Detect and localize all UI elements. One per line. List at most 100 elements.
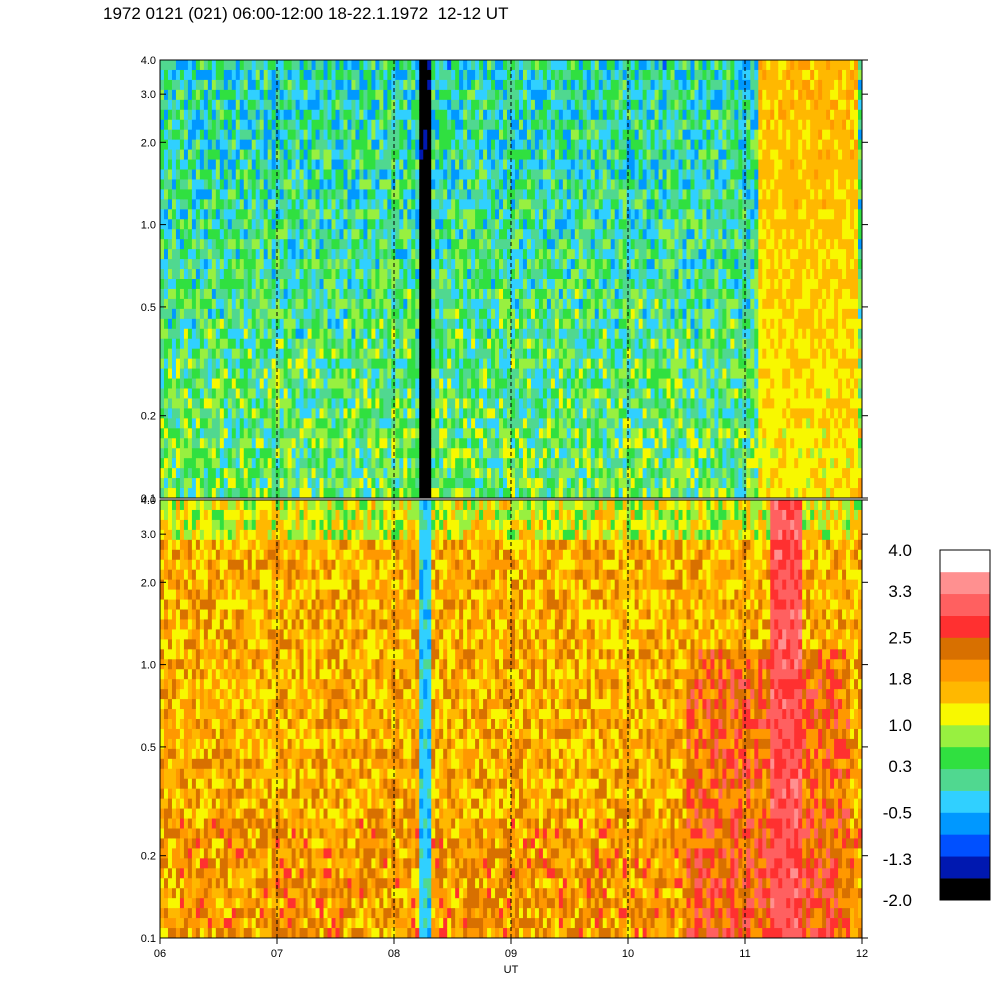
heatmap-cell xyxy=(570,279,576,290)
heatmap-cell xyxy=(167,89,173,101)
heatmap-cell xyxy=(582,109,588,121)
heatmap-cell xyxy=(347,468,352,479)
heatmap-cell xyxy=(291,328,297,340)
heatmap-cell xyxy=(355,149,360,161)
heatmap-cell xyxy=(339,269,344,280)
heatmap-cell xyxy=(199,388,205,399)
heatmap-cell xyxy=(343,338,348,350)
heatmap-cell xyxy=(303,338,309,350)
heatmap-cell xyxy=(534,69,540,81)
heatmap-cell xyxy=(479,308,484,320)
heatmap-cell xyxy=(179,279,185,290)
heatmap-cell xyxy=(295,79,301,91)
heatmap-cell xyxy=(562,298,568,310)
heatmap-cell xyxy=(335,308,340,320)
heatmap-cell xyxy=(187,378,193,389)
heatmap-cell xyxy=(291,288,297,300)
heatmap-cell xyxy=(411,259,416,270)
heatmap-cell xyxy=(471,488,476,499)
heatmap-cell xyxy=(351,219,356,230)
heatmap-cell xyxy=(538,189,544,200)
heatmap-cell xyxy=(451,298,456,310)
heatmap-cell xyxy=(554,159,560,170)
heatmap-cell xyxy=(550,368,556,380)
heatmap-cell xyxy=(203,119,209,131)
heatmap-cell xyxy=(590,249,596,260)
heatmap-cell xyxy=(435,418,440,429)
heatmap-cell xyxy=(387,169,392,180)
heatmap-cell xyxy=(606,328,612,340)
heatmap-cell xyxy=(538,468,544,479)
heatmap-cell xyxy=(522,478,528,489)
heatmap-cell xyxy=(215,488,221,499)
heatmap-cell xyxy=(299,109,305,121)
heatmap-cell xyxy=(542,189,548,200)
heatmap-cell xyxy=(582,239,588,250)
heatmap-cell xyxy=(530,488,536,499)
heatmap-cell xyxy=(355,259,360,270)
heatmap-cell xyxy=(419,428,424,439)
heatmap-cell xyxy=(375,298,380,310)
heatmap-cell xyxy=(511,159,516,170)
heatmap-cell xyxy=(435,318,440,330)
heatmap-cell xyxy=(199,328,205,340)
heatmap-cell xyxy=(335,159,340,170)
heatmap-cell xyxy=(223,438,229,449)
heatmap-cell xyxy=(167,129,173,141)
heatmap-cell xyxy=(355,139,360,151)
heatmap-cell xyxy=(487,308,492,320)
heatmap-cell xyxy=(590,259,596,270)
heatmap-cell xyxy=(423,149,428,161)
heatmap-cell xyxy=(271,269,277,280)
heatmap-cell xyxy=(179,298,185,310)
heatmap-cell xyxy=(191,179,197,190)
heatmap-cell xyxy=(463,398,468,409)
heatmap-cell xyxy=(427,259,432,270)
heatmap-cell xyxy=(427,60,432,71)
heatmap-cell xyxy=(359,378,364,389)
heatmap-cell xyxy=(459,378,464,389)
heatmap-cell xyxy=(307,438,313,449)
heatmap-cell xyxy=(255,398,261,409)
heatmap-cell xyxy=(175,478,181,489)
heatmap-cell xyxy=(387,109,392,121)
heatmap-cell xyxy=(295,159,301,170)
heatmap-cell xyxy=(574,259,580,270)
heatmap-cell xyxy=(495,209,500,220)
heatmap-cell xyxy=(231,139,237,151)
heatmap-cell xyxy=(327,259,333,270)
heatmap-cell xyxy=(423,79,428,91)
heatmap-cell xyxy=(598,219,604,230)
heatmap-cell xyxy=(307,418,313,429)
heatmap-cell xyxy=(379,269,384,280)
heatmap-cell xyxy=(160,468,165,479)
heatmap-cell xyxy=(335,358,340,370)
heatmap-cell xyxy=(383,119,388,131)
heatmap-cell xyxy=(594,129,600,141)
heatmap-cell xyxy=(175,259,181,270)
heatmap-cell xyxy=(355,488,360,499)
heatmap-cell xyxy=(431,358,436,370)
heatmap-cell xyxy=(407,279,412,290)
heatmap-cell xyxy=(514,129,520,141)
heatmap-cell xyxy=(459,318,464,330)
heatmap-cell xyxy=(271,348,277,360)
heatmap-cell xyxy=(371,209,376,220)
heatmap-cell xyxy=(538,269,544,280)
heatmap-cell xyxy=(415,288,420,300)
heatmap-cell xyxy=(566,458,572,469)
heatmap-cell xyxy=(463,139,468,151)
heatmap-cell xyxy=(323,348,329,360)
heatmap-cell xyxy=(171,488,177,499)
heatmap-cell xyxy=(191,298,197,310)
heatmap-cell xyxy=(195,229,201,240)
heatmap-cell xyxy=(590,388,596,399)
heatmap-cell xyxy=(311,169,317,180)
heatmap-cell xyxy=(167,468,173,479)
heatmap-cell xyxy=(251,259,257,270)
heatmap-cell xyxy=(578,338,584,350)
heatmap-cell xyxy=(251,189,257,200)
heatmap-cell xyxy=(455,139,460,151)
heatmap-cell xyxy=(355,388,360,399)
heatmap-cell xyxy=(255,428,261,439)
